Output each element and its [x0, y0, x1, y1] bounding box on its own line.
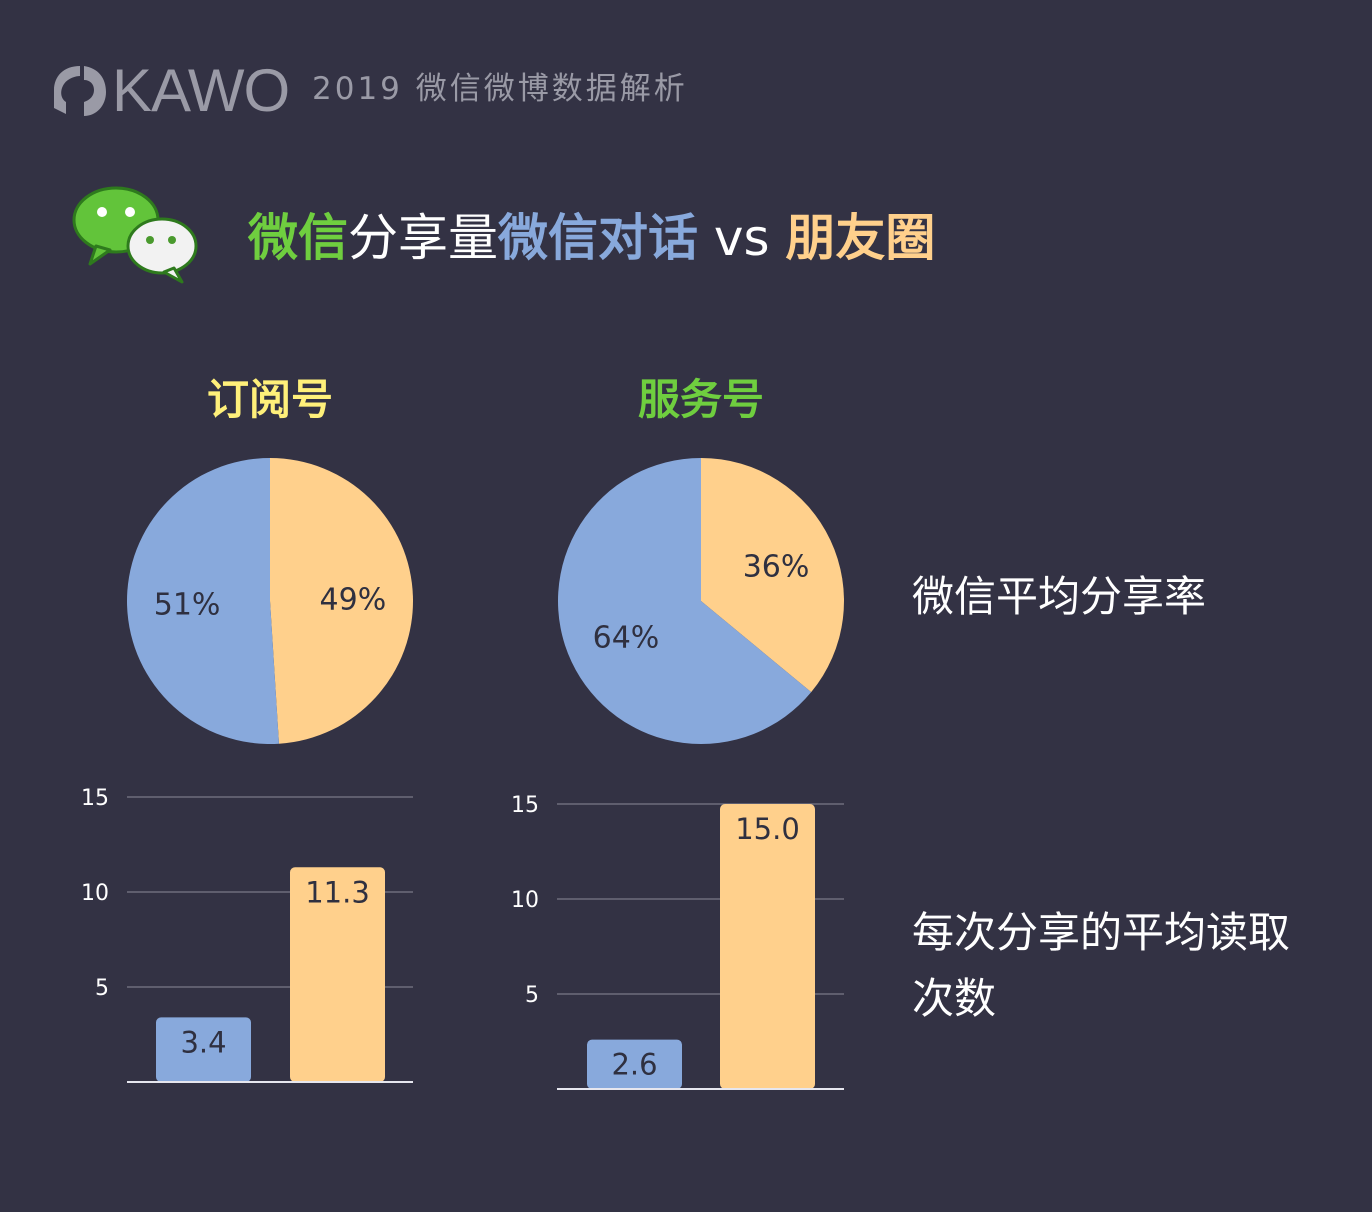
bar-subscription-ytick-2: 15	[81, 786, 109, 811]
share-rate-label: 微信平均分享率	[912, 572, 1207, 621]
pie-service-label-1: 64%	[593, 620, 660, 655]
brand-name: KAWO	[112, 57, 290, 124]
headline-share-volume: 分享量	[348, 209, 498, 267]
bar-subscription-value-label-1: 11.3	[305, 875, 370, 909]
bar-subscription-value-label-0: 3.4	[180, 1025, 226, 1059]
bar-subscription-bar-1	[290, 867, 385, 1082]
pie-title-service: 服务号	[637, 375, 764, 424]
kawo-logo-icon	[54, 66, 106, 116]
pie-subscription-label-0: 49%	[320, 582, 387, 617]
bar-service-ytick-1: 10	[511, 888, 539, 913]
bar-chart-service: 5 10 15 2.6 15.0	[511, 793, 844, 1090]
pie-chart-service: 36% 64%	[558, 458, 844, 745]
pie-service-slice-0	[701, 458, 844, 693]
bar-service-bar-0	[587, 1039, 682, 1089]
wechat-logo-icon	[72, 186, 198, 284]
bar-service-value-label-1: 15.0	[735, 812, 800, 846]
pie-chart-subscription: 49% 51%	[126, 458, 413, 745]
bar-subscription-ytick-0: 5	[95, 976, 109, 1001]
pie-title-subscription: 订阅号	[206, 375, 333, 424]
pie-service-label-0: 36%	[743, 550, 810, 585]
headline-chat: 微信对话	[498, 209, 698, 267]
bar-subscription-ytick-1: 10	[81, 881, 109, 906]
bar-subscription-bar-0	[156, 1017, 251, 1082]
avg-reads-label-line2: 次数	[912, 974, 997, 1023]
headline-wechat: 微信	[248, 209, 348, 267]
bar-chart-subscription: 5 10 15 3.4 11.3	[81, 786, 413, 1083]
bar-service-ytick-0: 5	[525, 983, 539, 1008]
bar-service-value-label-0: 2.6	[611, 1048, 657, 1082]
bar-service-bar-1	[720, 804, 815, 1089]
headline-moments: 朋友圈	[785, 209, 936, 267]
pie-subscription-slice-0	[270, 458, 413, 744]
bar-service-ytick-2: 15	[511, 793, 539, 818]
avg-reads-label-line1: 每次分享的平均读取	[912, 908, 1291, 957]
pie-service-slice-1	[558, 458, 812, 745]
headline: 微信分享量微信对话 vs 朋友圈	[248, 198, 935, 278]
headline-vs: vs	[698, 209, 786, 267]
report-subtitle: 2019 微信微博数据解析	[312, 71, 688, 107]
pie-subscription-slice-1	[126, 458, 279, 745]
pie-subscription-label-1: 51%	[154, 588, 221, 623]
